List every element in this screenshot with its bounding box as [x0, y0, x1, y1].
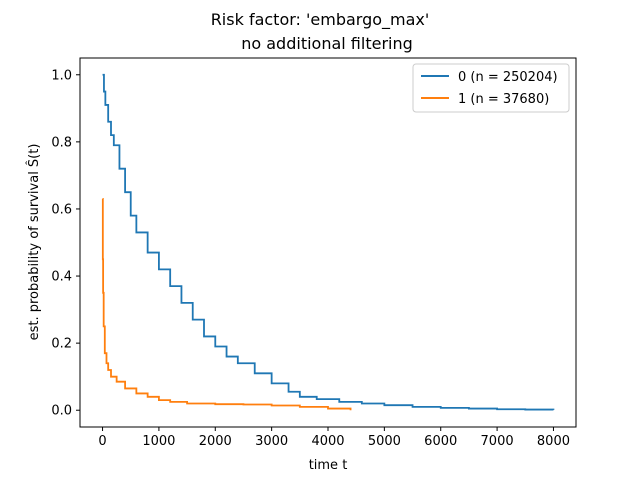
- series-layer: [101, 73, 555, 411]
- plot-frame: [79, 57, 577, 428]
- y-axis-label: est. probability of survival Ŝ(t): [26, 144, 42, 341]
- y-axis: 0.0 0.2 0.4 0.6 0.8 1.0: [51, 68, 80, 419]
- y-tick-label: 0.0: [51, 404, 72, 419]
- x-tick-label: 6000: [424, 434, 457, 449]
- y-tick-label: 0.4: [51, 270, 72, 285]
- x-tick-label: 1000: [142, 434, 175, 449]
- x-tick-label: 7000: [481, 434, 514, 449]
- series-line-1: [101, 197, 352, 411]
- chart-title: Risk factor: 'embargo_max': [211, 10, 430, 30]
- x-axis-label: time t: [309, 458, 348, 473]
- y-tick-label: 0.2: [51, 337, 72, 352]
- chart-subtitle: no additional filtering: [241, 34, 413, 53]
- x-tick-label: 5000: [368, 434, 401, 449]
- x-tick-label: 2000: [199, 434, 232, 449]
- x-tick-label: 4000: [311, 434, 344, 449]
- series-line-0: [102, 73, 555, 411]
- legend-label-series-0: 0 (n = 250204): [458, 70, 558, 85]
- legend-box: [412, 63, 570, 113]
- y-tick-label: 1.0: [51, 68, 72, 83]
- x-tick-label: 3000: [255, 434, 288, 449]
- y-tick-label: 0.8: [51, 135, 72, 150]
- x-tick-label: 8000: [537, 434, 570, 449]
- legend: 0 (n = 250204) 1 (n = 37680): [412, 63, 570, 113]
- x-tick-label: 0: [98, 434, 106, 449]
- x-axis: 0 1000 2000 3000 4000 5000 6000 7000 8000: [98, 427, 570, 449]
- y-tick-label: 0.6: [51, 202, 72, 217]
- legend-label-series-1: 1 (n = 37680): [458, 92, 549, 107]
